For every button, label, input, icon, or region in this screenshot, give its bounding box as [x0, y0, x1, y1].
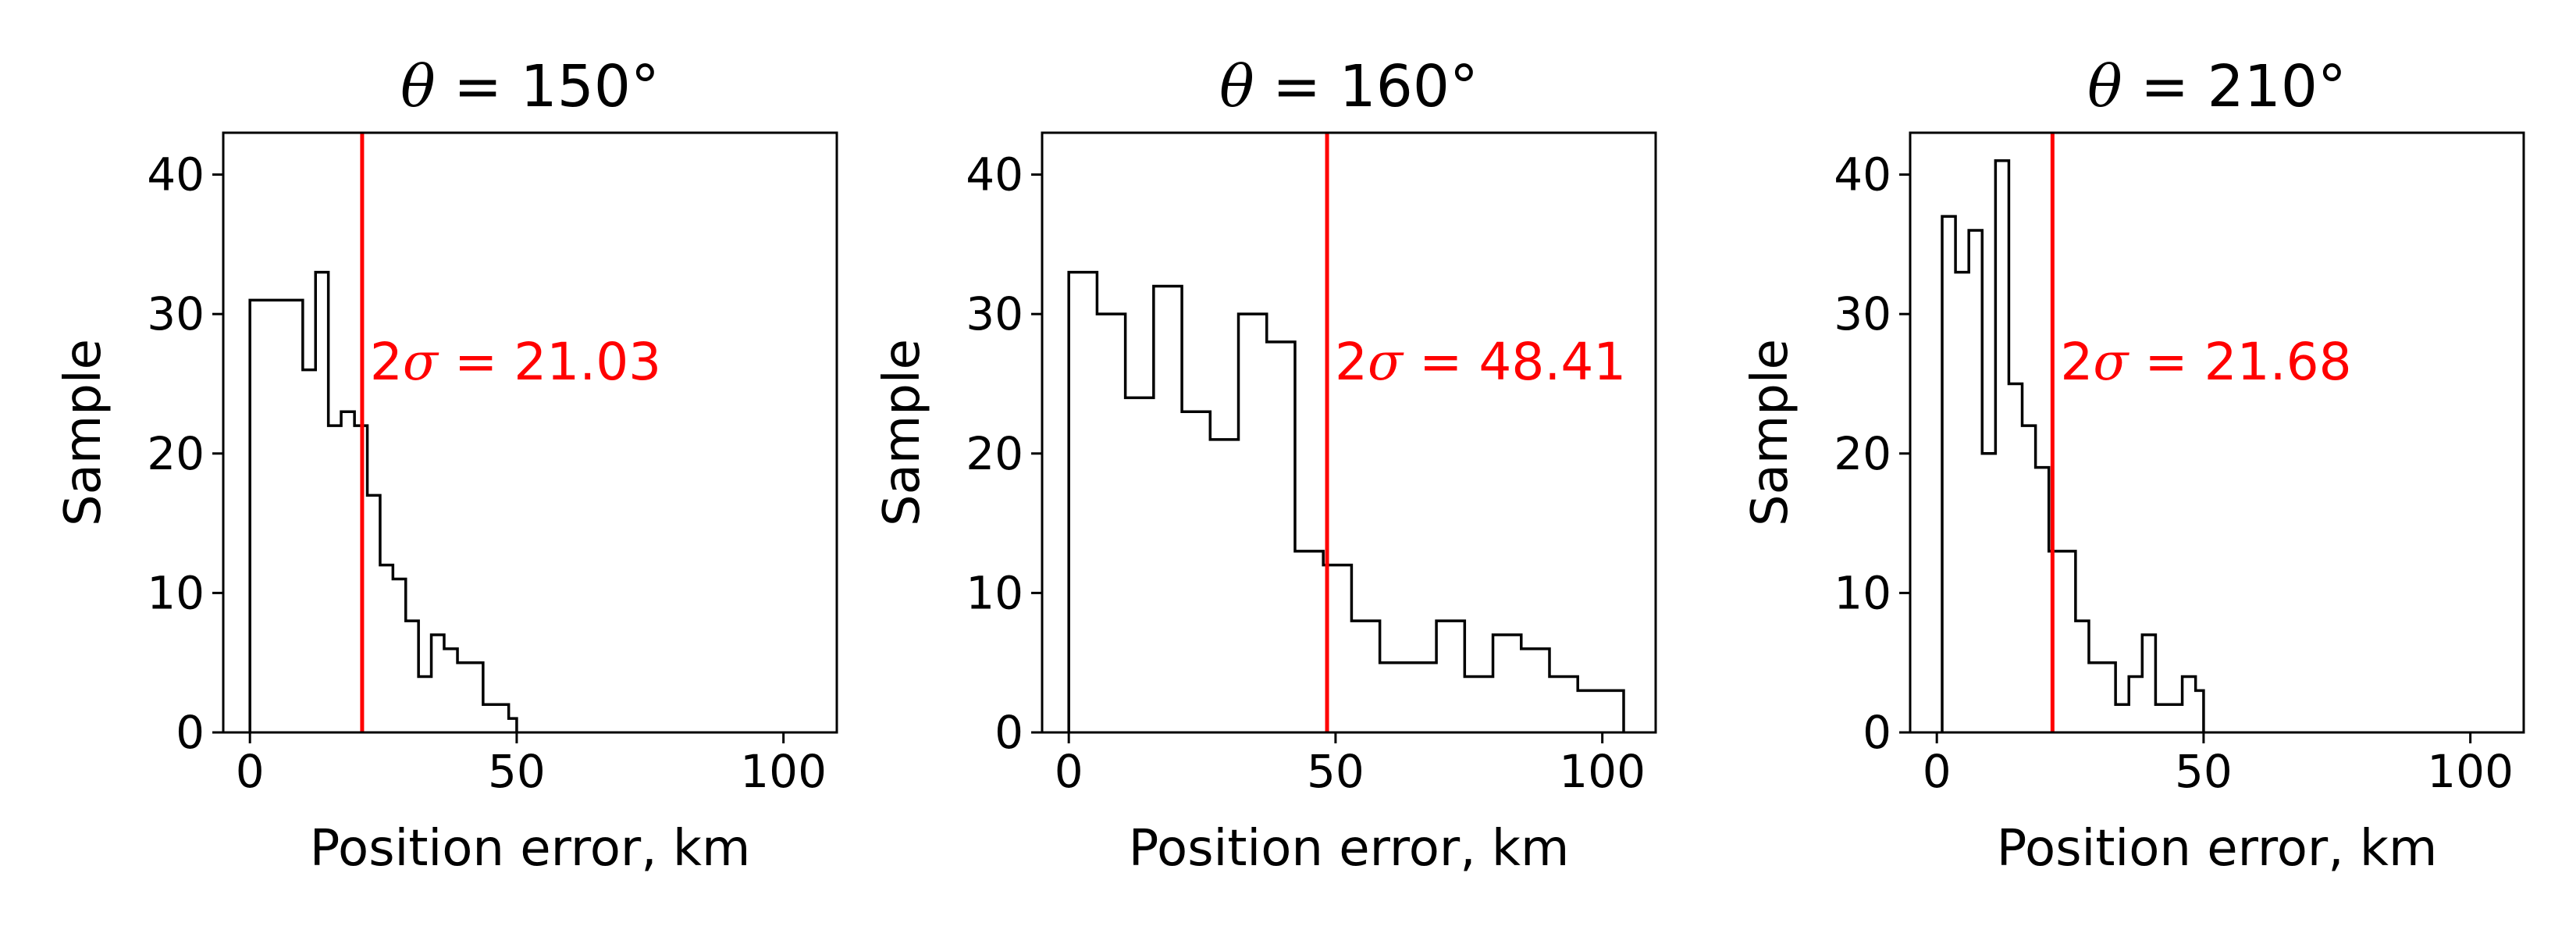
annotation-prefix: 2	[370, 332, 403, 392]
histogram-outline	[1941, 159, 2205, 732]
annotation-value: = 48.41	[1403, 332, 1626, 392]
x-axis-label: Position error, km	[1129, 820, 1570, 878]
y-tick-label: 20	[966, 427, 1023, 480]
chart-panel-1: θ = 150° 2σ = 21.03 0 50 100 0 10 20 30 40 Positio…	[55, 53, 838, 878]
y-tick-label: 30	[147, 287, 205, 340]
y-tick-label: 30	[1834, 287, 1891, 340]
chart-title: θ = 160°	[1219, 53, 1478, 120]
y-axis-label: Sample	[1742, 339, 1799, 526]
x-tick-label: 0	[1055, 745, 1083, 798]
title-value: = 210°	[2122, 53, 2347, 120]
y-tick-label: 20	[1834, 427, 1891, 480]
chart-title: θ = 150°	[400, 53, 660, 120]
title-value: = 160°	[1254, 53, 1478, 120]
y-axis-label: Sample	[873, 339, 931, 526]
x-axis-label: Position error, km	[1997, 820, 2438, 878]
y-tick-label: 30	[966, 287, 1023, 340]
y-tick-label: 20	[147, 427, 205, 480]
title-variable: θ	[2087, 53, 2122, 120]
x-tick-label: 100	[1559, 745, 1646, 798]
two-sigma-label: 2σ = 48.41	[1335, 332, 1626, 392]
histogram-outline	[248, 270, 518, 732]
chart-panel-3: θ = 210° 2σ = 21.68 0 50 100 0 10 20 30 40 Positio…	[1742, 53, 2525, 878]
annotation-prefix: 2	[1335, 332, 1368, 392]
y-tick-label: 0	[994, 706, 1023, 759]
annotation-sigma: σ	[403, 332, 439, 392]
title-variable: θ	[1219, 53, 1254, 120]
axes-frame	[1041, 131, 1657, 734]
two-sigma-label: 2σ = 21.03	[370, 332, 661, 392]
axes-frame	[222, 131, 838, 734]
y-tick-label: 40	[966, 148, 1023, 201]
chart-title: θ = 210°	[2087, 53, 2347, 120]
annotation-value: = 21.68	[2128, 332, 2351, 392]
y-tick-label: 10	[147, 566, 205, 619]
x-tick-label: 50	[2175, 745, 2233, 798]
y-tick-label: 0	[1863, 706, 1891, 759]
axes-frame	[1909, 131, 2525, 734]
y-tick-label: 10	[966, 566, 1023, 619]
x-tick-label: 50	[488, 745, 546, 798]
y-tick-label: 40	[147, 148, 205, 201]
two-sigma-label: 2σ = 21.68	[2060, 332, 2351, 392]
x-tick-label: 0	[236, 745, 265, 798]
y-tick-label: 10	[1834, 566, 1891, 619]
x-tick-label: 50	[1307, 745, 1364, 798]
y-axis-label: Sample	[55, 339, 112, 526]
histogram-outline	[1067, 270, 1625, 732]
x-tick-label: 100	[2427, 745, 2514, 798]
x-tick-label: 0	[1923, 745, 1952, 798]
annotation-value: = 21.03	[438, 332, 661, 392]
y-tick-label: 0	[176, 706, 205, 759]
annotation-prefix: 2	[2060, 332, 2093, 392]
annotation-sigma: σ	[2093, 332, 2129, 392]
annotation-sigma: σ	[1368, 332, 1404, 392]
y-tick-label: 40	[1834, 148, 1891, 201]
x-axis-label: Position error, km	[310, 820, 751, 878]
title-value: = 150°	[436, 53, 660, 120]
chart-panel-2: θ = 160° 2σ = 48.41 0 50 100 0 10 20 30 40 Positio…	[873, 53, 1657, 878]
title-variable: θ	[400, 53, 436, 120]
x-tick-label: 100	[740, 745, 827, 798]
